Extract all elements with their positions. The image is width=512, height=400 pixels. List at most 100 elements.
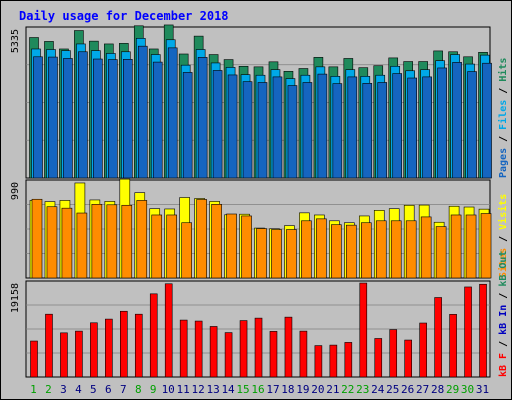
bar-sites-4 — [76, 212, 88, 279]
bar-kbf-14 — [224, 332, 233, 378]
bar-sites-31 — [480, 213, 492, 279]
bar-kbf-29 — [449, 314, 457, 378]
day-label: 11 — [177, 383, 190, 396]
chart-title: Daily usage for December 2018 — [19, 9, 229, 23]
bar-pages-19 — [302, 82, 313, 179]
day-label: 24 — [371, 383, 385, 396]
bar-kbf-25 — [389, 329, 398, 378]
legend-entry: Sites — [497, 248, 509, 278]
bar-kbf-1 — [30, 340, 38, 378]
bar-sites-5 — [91, 204, 103, 279]
bar-sites-20 — [316, 218, 327, 279]
day-label: 17 — [266, 383, 279, 396]
legend-entry: kB F — [498, 353, 509, 377]
day-label: 2 — [45, 383, 52, 396]
bar-pages-2 — [48, 56, 58, 179]
bar-sites-8 — [136, 200, 148, 279]
bar-sites-2 — [46, 206, 58, 279]
bar-sites-22 — [346, 224, 357, 279]
bar-sites-30 — [465, 214, 477, 279]
bar-kbf-6 — [105, 318, 113, 378]
bar-sites-17 — [271, 229, 282, 279]
bar-pages-14 — [227, 74, 238, 179]
day-label: 31 — [476, 383, 489, 396]
bar-pages-27 — [422, 76, 432, 179]
day-label: 8 — [135, 383, 142, 396]
hits-files-pages-panel: 5335 Pages / Files / Hits — [10, 24, 509, 179]
bar-pages-4 — [78, 51, 88, 179]
legend-entry: Visits — [497, 194, 509, 230]
day-label: 12 — [192, 383, 205, 396]
bar-kbf-11 — [179, 319, 188, 378]
day-label: 16 — [251, 383, 264, 396]
day-label: 26 — [401, 383, 414, 396]
bar-kbf-30 — [464, 286, 472, 378]
bar-kbf-18 — [284, 316, 293, 378]
bar-kbf-4 — [75, 330, 83, 378]
day-label: 20 — [311, 383, 324, 396]
bar-kbf-2 — [45, 313, 53, 378]
bar-kbf-10 — [164, 283, 173, 378]
bar-pages-15 — [242, 81, 253, 179]
bar-pages-7 — [123, 59, 133, 179]
y-max-label: 19158 — [10, 283, 21, 313]
bar-kbf-17 — [269, 331, 278, 378]
bar-pages-10 — [167, 47, 178, 179]
day-label: 10 — [162, 383, 175, 396]
bar-kbf-9 — [149, 293, 158, 378]
bar-kbf-19 — [299, 330, 308, 378]
bar-kbf-31 — [479, 283, 487, 378]
day-label: 9 — [150, 383, 157, 396]
bar-sites-26 — [405, 220, 417, 279]
legend-entry: Files — [497, 100, 509, 130]
y-max-label: 5335 — [10, 29, 21, 53]
bar-sites-11 — [181, 222, 192, 279]
bar-pages-18 — [287, 85, 298, 179]
series-legend: kB F / kB In / kB Out — [498, 251, 509, 377]
day-label: 22 — [341, 383, 354, 396]
sites-visits-panel: 990 Sites / Visits — [10, 178, 509, 279]
bar-pages-29 — [452, 62, 462, 179]
bar-pages-28 — [437, 67, 447, 179]
day-label: 28 — [431, 383, 444, 396]
y-max-label: 990 — [10, 182, 21, 200]
bar-kbf-27 — [419, 322, 427, 378]
bar-sites-25 — [390, 220, 402, 279]
day-label: 7 — [120, 383, 127, 396]
bar-pages-16 — [257, 82, 268, 179]
bar-sites-14 — [226, 213, 237, 279]
day-label: 18 — [281, 383, 294, 396]
day-label: 21 — [326, 383, 339, 396]
bar-kbf-22 — [344, 342, 353, 378]
legend-entry: Pages — [498, 148, 509, 178]
day-label: 3 — [60, 383, 67, 396]
bar-sites-9 — [151, 214, 163, 279]
bar-sites-10 — [166, 214, 178, 279]
bar-kbf-20 — [314, 345, 323, 378]
bar-pages-6 — [108, 59, 118, 179]
day-label: 19 — [296, 383, 309, 396]
bar-pages-3 — [63, 58, 73, 179]
bar-pages-26 — [407, 77, 417, 179]
day-label: 6 — [105, 383, 112, 396]
legend-entry: kB Out — [498, 251, 509, 287]
day-label: 15 — [236, 383, 249, 396]
bar-pages-9 — [152, 61, 163, 179]
day-label: 4 — [75, 383, 82, 396]
legend-entry: kB In — [498, 305, 509, 335]
bar-sites-1 — [31, 198, 43, 279]
kbytes-panel: 19158 kB F / kB In / kB Out — [10, 251, 509, 378]
bar-sites-27 — [420, 216, 432, 279]
bar-pages-17 — [272, 76, 283, 179]
bar-sites-7 — [121, 204, 133, 279]
bar-pages-1 — [33, 56, 43, 179]
bar-kbf-13 — [209, 326, 218, 378]
bar-sites-28 — [435, 226, 447, 279]
legend-entry: Hits — [497, 58, 509, 82]
bar-sites-16 — [256, 228, 267, 279]
day-label: 13 — [206, 383, 219, 396]
bar-pages-12 — [197, 57, 208, 179]
bar-kbf-15 — [239, 320, 248, 378]
bar-pages-20 — [317, 73, 328, 179]
